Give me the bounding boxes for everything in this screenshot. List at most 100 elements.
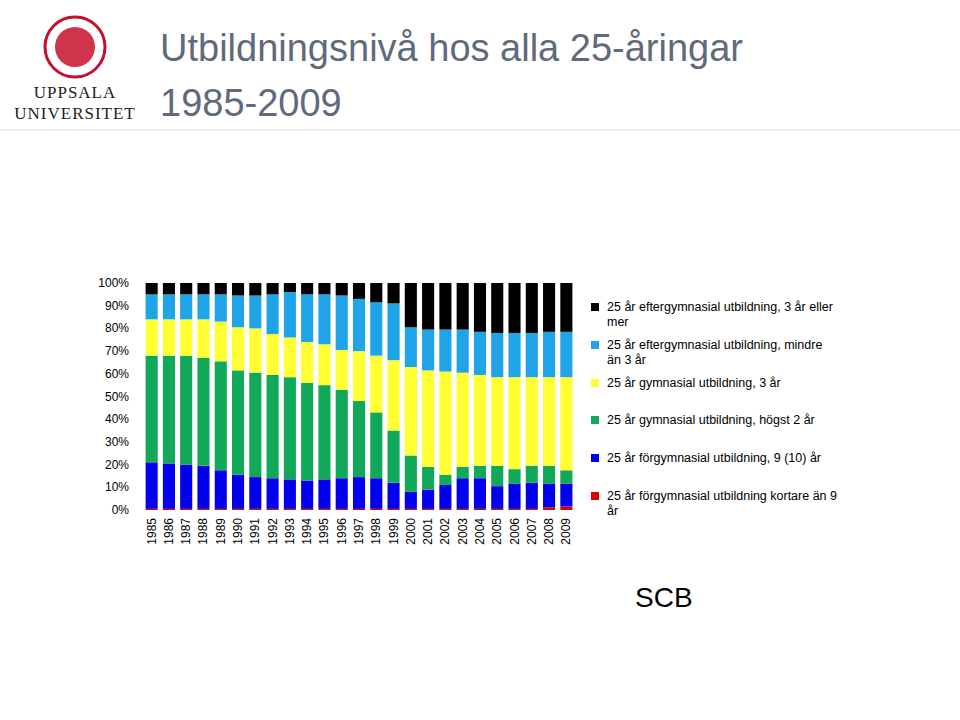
bar-segment	[439, 330, 451, 372]
bar-segment	[267, 375, 279, 478]
bar-segment	[353, 283, 365, 299]
logo-text: UPPSALA	[34, 83, 117, 102]
bar-segment	[336, 350, 348, 390]
y-tick-label: 80%	[105, 321, 129, 335]
legend: 25 år eftergymnasial utbildning, 3 år el…	[591, 300, 837, 518]
x-tick-label: 1991	[248, 518, 262, 545]
bar-segment	[215, 470, 227, 509]
y-tick	[140, 328, 143, 329]
bar-segment	[560, 283, 572, 332]
bar-segment	[318, 294, 330, 344]
x-tick-label: 2005	[490, 518, 504, 545]
x-tick-label: 2008	[542, 518, 556, 545]
legend-swatch	[591, 454, 599, 462]
bar-segment	[197, 466, 209, 509]
bar-segment	[370, 478, 382, 509]
x-tick-label: 1986	[162, 518, 176, 545]
y-tick-label: 40%	[105, 412, 129, 426]
source-note: SCB	[635, 582, 693, 613]
bar-segment	[560, 377, 572, 470]
y-tick	[140, 487, 143, 488]
bar-segment	[180, 319, 192, 355]
legend-label: 25 år eftergymnasial utbildning, 3 år el…	[607, 300, 833, 329]
legend-label: 25 år förgymnasial utbildning, 9 (10) år	[607, 451, 821, 465]
bar-segment	[336, 478, 348, 509]
bar-segment	[474, 466, 486, 478]
bar-segment	[318, 385, 330, 479]
legend-swatch	[591, 492, 599, 500]
bar-segment	[543, 507, 555, 510]
x-tick-label: 1985	[145, 518, 159, 545]
bar-segment	[439, 283, 451, 330]
logo-seal-inner	[55, 27, 95, 67]
bar-segment	[560, 507, 572, 510]
bar-segment	[146, 462, 158, 509]
bar-segment	[439, 372, 451, 475]
y-tick	[140, 373, 143, 374]
x-tick-label: 2006	[508, 518, 522, 545]
y-tick-label: 30%	[105, 435, 129, 449]
bar-segment	[422, 370, 434, 466]
bar-segment	[301, 283, 313, 294]
x-tick-label: 2000	[404, 518, 418, 545]
bar-segment	[163, 283, 175, 294]
bar-segment	[197, 283, 209, 294]
bar-segment	[457, 467, 469, 478]
bar-segment	[353, 477, 365, 509]
bar-segment	[232, 295, 244, 327]
bar-segment	[457, 283, 469, 330]
bar-segment	[267, 283, 279, 294]
bar-segment	[267, 478, 279, 509]
bar-segment	[457, 330, 469, 373]
x-tick-label: 1995	[317, 518, 331, 545]
bar-segment	[353, 299, 365, 351]
bar-segment	[388, 509, 400, 510]
bar-segment	[180, 283, 192, 294]
y-tick	[140, 464, 143, 465]
logo-seal	[45, 17, 105, 77]
bar-segment	[197, 509, 209, 510]
bar-segment	[543, 283, 555, 332]
bar-segment	[526, 509, 538, 510]
x-tick-label: 1998	[369, 518, 383, 545]
bar-segment	[215, 509, 227, 510]
bar-segment	[474, 283, 486, 332]
bar-segment	[232, 327, 244, 370]
header-rule	[0, 130, 960, 131]
bar-segment	[180, 294, 192, 319]
bar-segment	[180, 509, 192, 510]
bar-segment	[249, 328, 261, 372]
legend-label: 25 år gymnasial utbildning, 3 år	[607, 376, 781, 390]
bar-segment	[388, 360, 400, 430]
bar-segment	[370, 356, 382, 413]
x-tick-label: 1994	[300, 518, 314, 545]
bar-segment	[388, 483, 400, 509]
bar-segment	[146, 294, 158, 319]
bar-segment	[336, 283, 348, 295]
bar-segment	[180, 356, 192, 465]
bar-segment	[197, 358, 209, 466]
bar-segment	[301, 383, 313, 481]
bar-segment	[422, 509, 434, 510]
bar-segment	[422, 467, 434, 490]
bar-segment	[353, 509, 365, 510]
x-tick-label: 2002	[438, 518, 452, 545]
x-tick-label: 2001	[421, 518, 435, 545]
bar-segment	[422, 490, 434, 509]
legend-swatch	[591, 416, 599, 424]
bar-segment	[232, 475, 244, 509]
bar-segment	[439, 509, 451, 510]
bar-segment	[474, 478, 486, 509]
bar-segment	[474, 509, 486, 510]
y-tick	[140, 419, 143, 420]
x-tick-label: 1993	[283, 518, 297, 545]
bar-segment	[405, 456, 417, 492]
legend-swatch	[591, 341, 599, 349]
bar-segment	[146, 509, 158, 510]
x-tick-label: 2007	[525, 518, 539, 545]
bar-segment	[336, 390, 348, 479]
page: UPPSALAUNIVERSITETUtbildningsnivå hos al…	[0, 0, 960, 720]
bar-segment	[405, 509, 417, 510]
bar-segment	[146, 319, 158, 355]
bar-segment	[232, 370, 244, 474]
